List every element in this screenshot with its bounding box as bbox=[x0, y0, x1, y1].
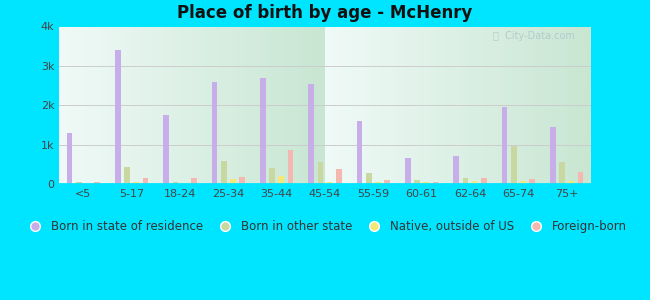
Bar bbox=[124, 167, 130, 184]
Bar bbox=[414, 180, 420, 184]
Bar bbox=[559, 161, 565, 184]
Bar bbox=[432, 182, 438, 184]
Bar bbox=[336, 169, 342, 184]
Text: ⓘ  City-Data.com: ⓘ City-Data.com bbox=[493, 31, 575, 41]
Bar bbox=[230, 179, 236, 184]
Bar bbox=[308, 84, 314, 184]
Bar bbox=[163, 115, 169, 184]
Bar bbox=[85, 183, 91, 184]
Bar bbox=[278, 176, 284, 184]
Bar bbox=[463, 178, 468, 184]
Bar bbox=[94, 182, 100, 184]
Bar bbox=[142, 178, 148, 184]
Bar bbox=[578, 172, 583, 184]
Bar bbox=[182, 183, 187, 184]
Bar bbox=[133, 182, 139, 184]
Bar bbox=[212, 82, 218, 184]
Bar bbox=[511, 146, 517, 184]
Bar bbox=[550, 127, 556, 184]
Bar bbox=[423, 182, 429, 184]
Bar bbox=[115, 50, 121, 184]
Bar bbox=[287, 150, 293, 184]
Legend: Born in state of residence, Born in other state, Native, outside of US, Foreign-: Born in state of residence, Born in othe… bbox=[18, 215, 632, 238]
Bar bbox=[453, 156, 459, 184]
Bar bbox=[191, 178, 197, 184]
Bar bbox=[384, 180, 390, 184]
Bar bbox=[357, 121, 363, 184]
Bar bbox=[520, 181, 526, 184]
Bar bbox=[375, 182, 381, 184]
Bar bbox=[366, 173, 372, 184]
Bar bbox=[529, 179, 535, 184]
Bar bbox=[568, 181, 574, 184]
Bar bbox=[172, 182, 178, 184]
Bar bbox=[76, 182, 82, 184]
Bar bbox=[260, 78, 266, 184]
Title: Place of birth by age - McHenry: Place of birth by age - McHenry bbox=[177, 4, 473, 22]
Bar bbox=[327, 182, 333, 184]
Bar bbox=[269, 168, 275, 184]
Bar bbox=[481, 178, 487, 184]
Bar bbox=[405, 158, 411, 184]
Bar bbox=[67, 133, 72, 184]
Bar bbox=[317, 162, 323, 184]
Bar bbox=[239, 177, 245, 184]
Bar bbox=[221, 161, 227, 184]
Bar bbox=[502, 107, 508, 184]
Bar bbox=[472, 181, 478, 184]
